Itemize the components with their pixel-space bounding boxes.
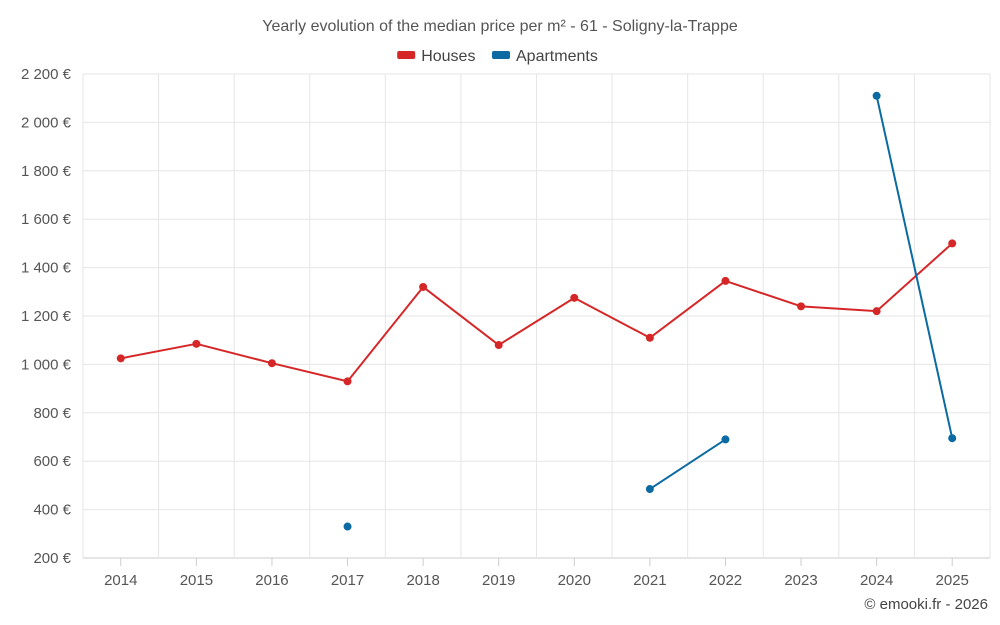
x-tick-label: 2021: [633, 572, 666, 589]
series-houses: [116, 239, 957, 386]
data-point-apartments: [948, 434, 957, 443]
data-point-houses: [797, 302, 806, 311]
y-tick-label: 1 800 €: [21, 163, 72, 180]
y-tick-label: 2 000 €: [21, 114, 72, 131]
legend-label-houses: Houses: [421, 48, 475, 65]
y-tick-label: 400 €: [33, 502, 71, 519]
data-point-houses: [721, 276, 730, 285]
series-line-apartments: [649, 438, 727, 490]
data-point-houses: [419, 282, 428, 291]
legend-label-apartments: Apartments: [516, 48, 598, 65]
data-point-houses: [872, 307, 881, 316]
x-tick-label: 2016: [255, 572, 288, 589]
x-tick-label: 2023: [784, 572, 817, 589]
x-tick-label: 2020: [558, 572, 591, 589]
data-point-houses: [267, 359, 276, 368]
data-point-apartments: [343, 522, 352, 531]
x-tick-label: 2015: [180, 572, 213, 589]
legend: Houses Apartments: [397, 48, 598, 65]
data-point-houses: [645, 333, 654, 342]
series-line-houses: [120, 242, 953, 383]
data-point-apartments: [721, 435, 730, 444]
x-tick-label: 2025: [936, 572, 969, 589]
legend-swatch-houses: [397, 51, 416, 59]
x-tick-label: 2024: [860, 572, 893, 589]
y-tick-label: 600 €: [33, 453, 71, 470]
credit: © emooki.fr - 2026: [864, 596, 988, 613]
grid: [82, 73, 991, 559]
x-axis: 2014 2015 2016 2017 2018 2019 2020 2021 2022 2023…: [104, 558, 969, 589]
chart-title: Yearly evolution of the median price per…: [262, 18, 738, 35]
series-line-apartments: [875, 95, 954, 439]
y-tick-label: 800 €: [33, 405, 71, 422]
x-tick-label: 2017: [331, 572, 364, 589]
legend-swatch-apartments: [492, 51, 510, 59]
x-tick-label: 2014: [104, 572, 137, 589]
x-tick-label: 2022: [709, 572, 742, 589]
y-tick-label: 1 400 €: [21, 260, 72, 277]
data-point-houses: [116, 354, 125, 363]
data-point-apartments: [872, 91, 881, 100]
series-layer: [116, 91, 957, 531]
data-point-apartments: [645, 485, 654, 494]
y-tick-label: 1 200 €: [21, 308, 72, 325]
data-point-houses: [948, 239, 957, 248]
y-tick-label: 1 000 €: [21, 356, 72, 373]
data-point-houses: [192, 339, 201, 348]
x-tick-label: 2018: [406, 572, 439, 589]
series-apartments: [343, 91, 957, 531]
y-axis: 200 € 400 € 600 € 800 € 1 000 € 1 200 € 1 400 …: [21, 66, 72, 567]
data-point-houses: [343, 377, 352, 386]
data-point-houses: [494, 341, 503, 350]
y-tick-label: 200 €: [33, 550, 71, 567]
y-tick-label: 1 600 €: [21, 211, 72, 228]
data-point-houses: [570, 293, 579, 302]
y-tick-label: 2 200 €: [21, 66, 72, 83]
legend-item-houses: Houses: [397, 48, 475, 65]
legend-item-apartments: Apartments: [492, 48, 598, 65]
x-tick-label: 2019: [482, 572, 515, 589]
